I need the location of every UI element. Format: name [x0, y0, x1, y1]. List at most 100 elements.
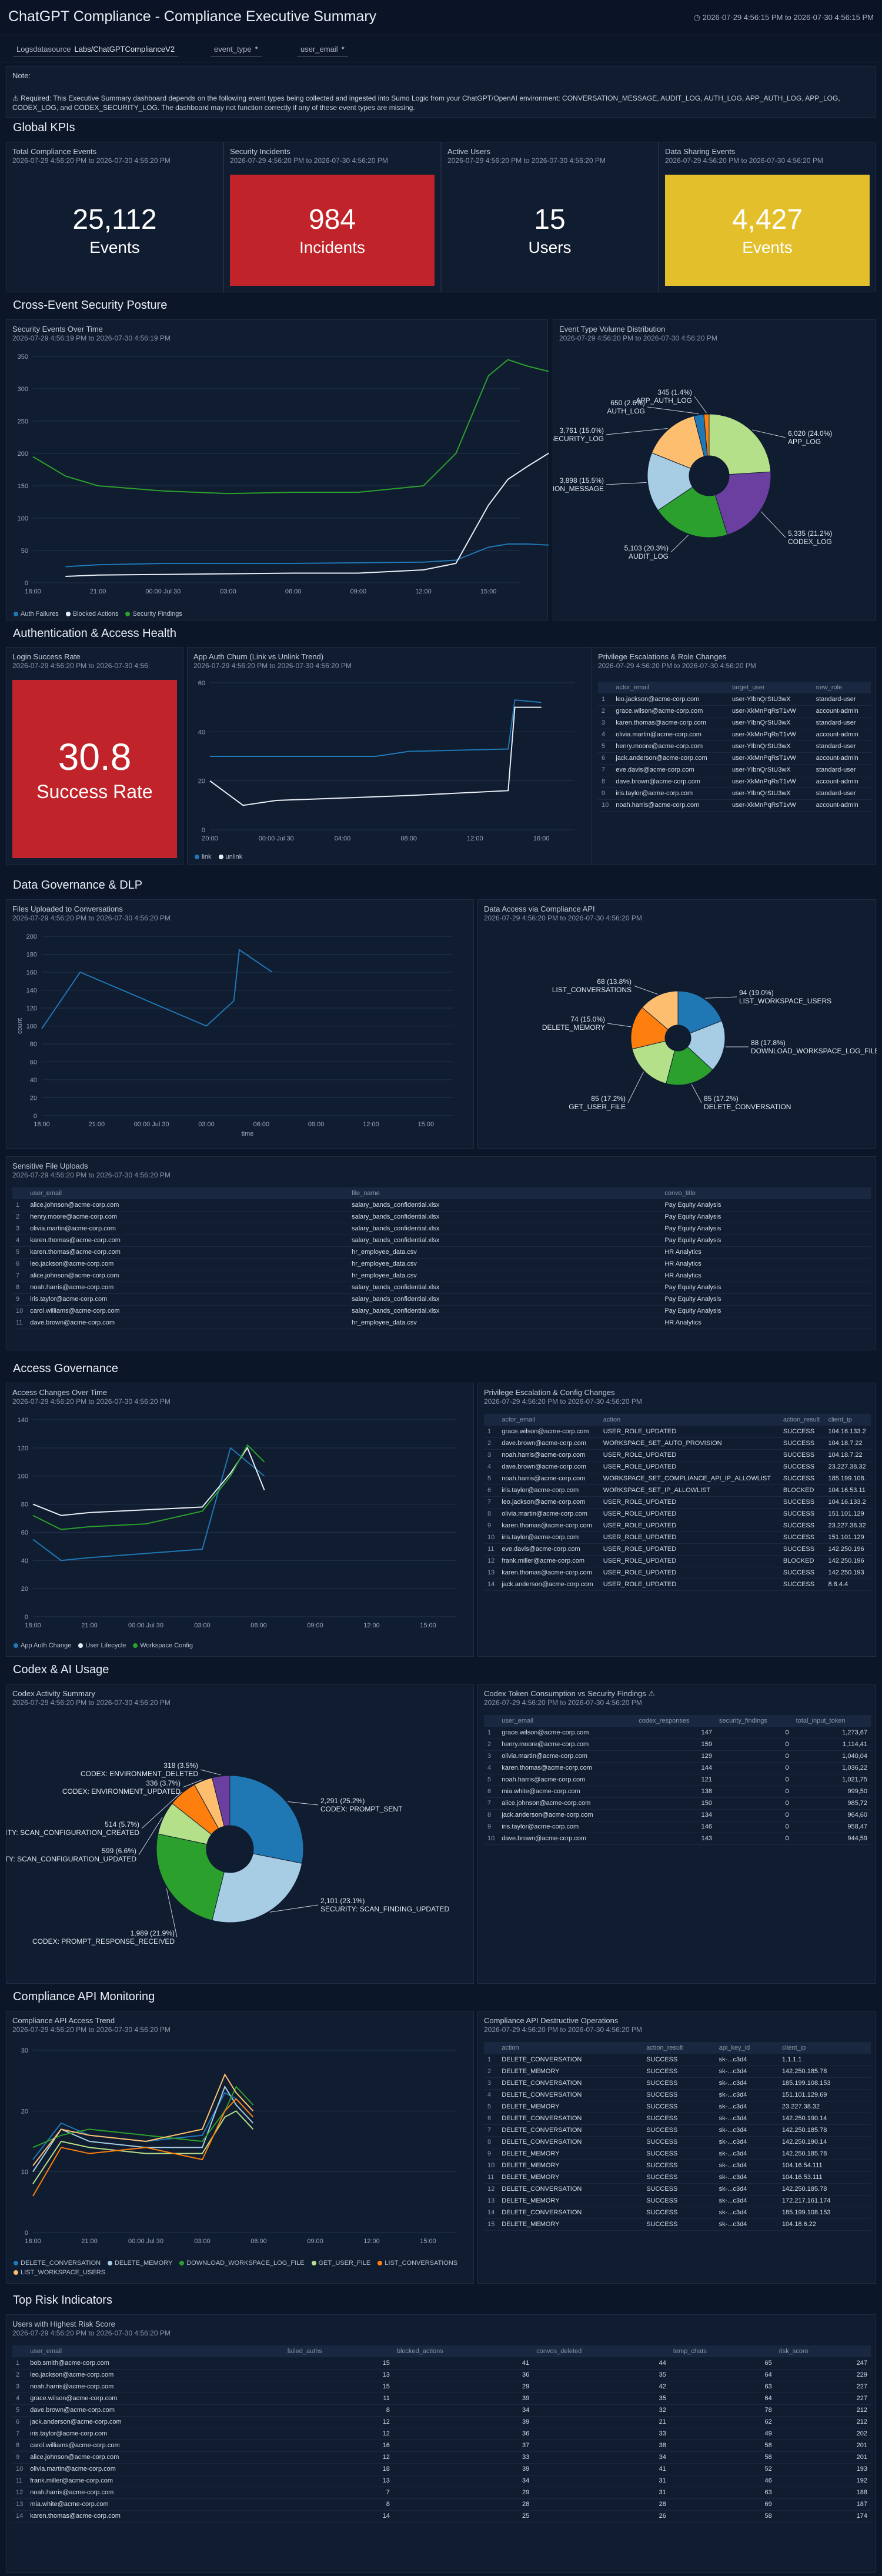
table-cell: 29	[393, 2381, 533, 2393]
panel-codex-tokens: Codex Token Consumption vs Security Find…	[477, 1684, 876, 1984]
column-header[interactable]: action_result	[779, 1414, 825, 1426]
legend-item[interactable]: LIST_WORKSPACE_USERS	[14, 2269, 105, 2276]
table-row: 9 iris.taylor@acme-corp.com 146 0 958,47	[484, 1821, 871, 1833]
legend-item[interactable]: unlink	[218, 853, 242, 860]
series-line[interactable]	[210, 699, 542, 757]
column-header[interactable]: client_ip	[824, 1414, 871, 1426]
table-cell: 159	[635, 1739, 716, 1751]
column-header[interactable]: user_email	[26, 1187, 349, 1199]
column-header[interactable]: temp_chats	[669, 2345, 776, 2357]
legend-label: DELETE_MEMORY	[115, 2260, 173, 2267]
legend-label: User Lifecycle	[85, 1642, 126, 1649]
x-tick-label: 15:00	[418, 1121, 435, 1128]
legend-label: DELETE_CONVERSATION	[21, 2260, 101, 2267]
panel-title: Compliance API Access Trend	[12, 2016, 115, 2025]
legend-item[interactable]: App Auth Change	[14, 1642, 71, 1649]
column-header[interactable]	[12, 1187, 27, 1199]
column-header[interactable]: security_findings	[715, 1715, 793, 1727]
column-header[interactable]: client_ip	[778, 2042, 871, 2054]
filter-user-email[interactable]: user_email *	[297, 42, 348, 56]
series-line[interactable]	[32, 2086, 254, 2148]
kpi-unit: Incidents	[299, 238, 366, 256]
filter-logsdatasource[interactable]: Logsdatasource Labs/ChatGPTComplianceV2	[13, 42, 179, 56]
column-header[interactable]	[484, 1715, 499, 1727]
legend-item[interactable]: Auth Failures	[14, 610, 59, 618]
legend-item[interactable]: DELETE_MEMORY	[108, 2260, 172, 2267]
table-cell: user-YIbnQrStU3wX	[728, 740, 813, 753]
filter-event-type[interactable]: event_type *	[211, 42, 262, 56]
table-row: 10 iris.taylor@acme-corp.com USER_ROLE_UPD…	[484, 1531, 871, 1544]
column-header[interactable]: action_result	[643, 2042, 716, 2054]
series-line[interactable]	[32, 2091, 254, 2160]
column-header[interactable]: new_role	[812, 682, 871, 693]
series-line[interactable]	[32, 1444, 265, 1530]
legend-item[interactable]: Security Findings	[125, 610, 182, 618]
legend-item[interactable]: GET_USER_FILE	[311, 2260, 370, 2267]
legend-item[interactable]: link	[195, 853, 212, 860]
column-header[interactable]: failed_auths	[283, 2345, 393, 2357]
table-cell: 1	[12, 1199, 27, 1212]
column-header[interactable]: total_input_token	[792, 1715, 871, 1727]
kpi-card: Data Sharing Events 2026-07-29 4:56:20 P…	[659, 142, 876, 292]
table-cell: Pay Equity Analysis	[661, 1305, 871, 1317]
table-cell: 104.16.133.2	[824, 1496, 871, 1509]
table-cell: WORKSPACE_SET_COMPLIANCE_API_IP_ALLOWLIS…	[599, 1473, 780, 1485]
series-line[interactable]	[32, 2073, 254, 2166]
table-row: 9 alice.johnson@acme-corp.com 12 33 34 58 201	[12, 2451, 871, 2464]
time-range-picker[interactable]: ◷ 2026-07-29 4:56:15 PM to 2026-07-30 4:…	[694, 13, 874, 22]
series-line[interactable]	[32, 1446, 265, 1516]
slice-name-label: CODEX_LOG	[788, 538, 832, 546]
table-cell: iris.taylor@acme-corp.com	[498, 1531, 600, 1544]
column-header[interactable]: user_email	[26, 2345, 284, 2357]
x-tick-label: 12:00	[415, 588, 432, 595]
table-cell: 0	[715, 1809, 793, 1821]
table-cell: 39	[393, 2463, 533, 2475]
series-line[interactable]	[41, 949, 273, 1029]
series-line[interactable]	[32, 1447, 265, 1561]
column-header[interactable]: risk_score	[775, 2345, 871, 2357]
table-row: 14 jack.anderson@acme-corp.com USER_ROLE_U…	[484, 1579, 871, 1591]
series-line[interactable]	[32, 359, 549, 495]
slice-name-label: CODEX_SECURITY_LOG	[553, 435, 604, 443]
table-cell: iris.taylor@acme-corp.com	[498, 1821, 636, 1833]
table-cell: 6	[484, 2113, 499, 2125]
legend-item[interactable]: DELETE_CONVERSATION	[14, 2260, 101, 2267]
table-cell: sk-...c3d4	[715, 2160, 779, 2172]
legend-item[interactable]: Workspace Config	[133, 1642, 193, 1649]
legend-item[interactable]: LIST_CONVERSATIONS	[377, 2260, 457, 2267]
column-header[interactable]	[12, 2345, 27, 2357]
column-header[interactable]	[484, 1414, 499, 1426]
series-line[interactable]	[65, 543, 549, 568]
column-header[interactable]: actor_email	[498, 1414, 600, 1426]
table-row: 3 olivia.martin@acme-corp.com salary_bands…	[12, 1223, 871, 1235]
x-tick-label: 03:00	[220, 588, 236, 595]
column-header[interactable]: convo_title	[661, 1187, 871, 1199]
column-header[interactable]: action	[498, 2042, 643, 2054]
table-cell: 9	[484, 2148, 499, 2160]
column-header[interactable]: file_name	[348, 1187, 662, 1199]
table-cell: 193	[775, 2463, 871, 2475]
column-header[interactable]	[598, 682, 613, 693]
series-line[interactable]	[32, 2085, 254, 2173]
table-cell: 62	[669, 2416, 776, 2428]
legend-item[interactable]: DOWNLOAD_WORKSPACE_LOG_FILE	[179, 2260, 305, 2267]
column-header[interactable]: user_email	[498, 1715, 636, 1727]
table-cell: 150	[635, 1797, 716, 1810]
column-header[interactable]: api_key_id	[715, 2042, 779, 2054]
column-header[interactable]: codex_responses	[635, 1715, 716, 1727]
column-header[interactable]: convos_deleted	[533, 2345, 670, 2357]
column-header[interactable]: blocked_actions	[393, 2345, 533, 2357]
table-cell: 187	[775, 2498, 871, 2511]
legend-item[interactable]: Blocked Actions	[65, 610, 118, 618]
column-header[interactable]	[484, 2042, 499, 2054]
column-header[interactable]: actor_email	[612, 682, 729, 693]
legend-item[interactable]: User Lifecycle	[78, 1642, 126, 1649]
series-line[interactable]	[65, 451, 549, 577]
series-line[interactable]	[209, 706, 542, 806]
table-cell: 1,040,04	[792, 1750, 871, 1763]
series-line[interactable]	[32, 2098, 254, 2197]
column-header[interactable]: target_user	[728, 682, 813, 693]
table-cell: 104.18.7.22	[824, 1437, 871, 1450]
column-header[interactable]: action	[599, 1414, 780, 1426]
panel-time: 2026-07-29 4:56:20 PM to 2026-07-30 4:56…	[12, 914, 171, 922]
